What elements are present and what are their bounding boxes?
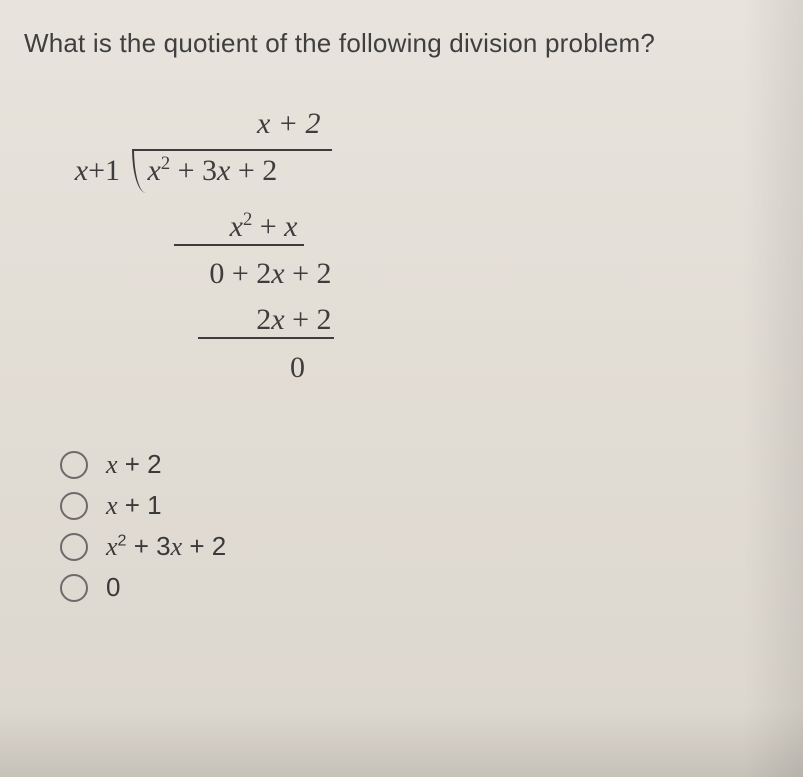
quotient: x + 2 xyxy=(249,109,339,139)
answer-options: x + 2 x + 1 x2 + 3x + 2 0 xyxy=(60,449,779,603)
divisor: x+1 xyxy=(48,156,126,186)
long-division-work: x + 2 x+1 x2 + 3x + 2 x2 + x 0 + 2x + 2 xyxy=(48,109,779,393)
bringdown-step-1: 0 + 2x + 2 xyxy=(164,259,334,289)
option-b-label: x + 1 xyxy=(106,490,162,521)
radio-icon xyxy=(60,574,88,602)
subtract-step-1: x2 + x xyxy=(174,211,304,246)
option-d[interactable]: 0 xyxy=(60,572,779,603)
question-text: What is the quotient of the following di… xyxy=(24,28,779,59)
option-c[interactable]: x2 + 3x + 2 xyxy=(60,531,779,562)
option-d-label: 0 xyxy=(106,572,120,603)
radio-icon xyxy=(60,492,88,520)
option-a-label: x + 2 xyxy=(106,449,162,480)
remainder: 0 xyxy=(278,353,318,383)
radio-icon xyxy=(60,451,88,479)
dividend: x2 + 3x + 2 xyxy=(134,149,332,186)
option-a[interactable]: x + 2 xyxy=(60,449,779,480)
option-c-label: x2 + 3x + 2 xyxy=(106,531,226,562)
option-b[interactable]: x + 1 xyxy=(60,490,779,521)
subtract-step-2: 2x + 2 xyxy=(198,305,334,339)
radio-icon xyxy=(60,533,88,561)
